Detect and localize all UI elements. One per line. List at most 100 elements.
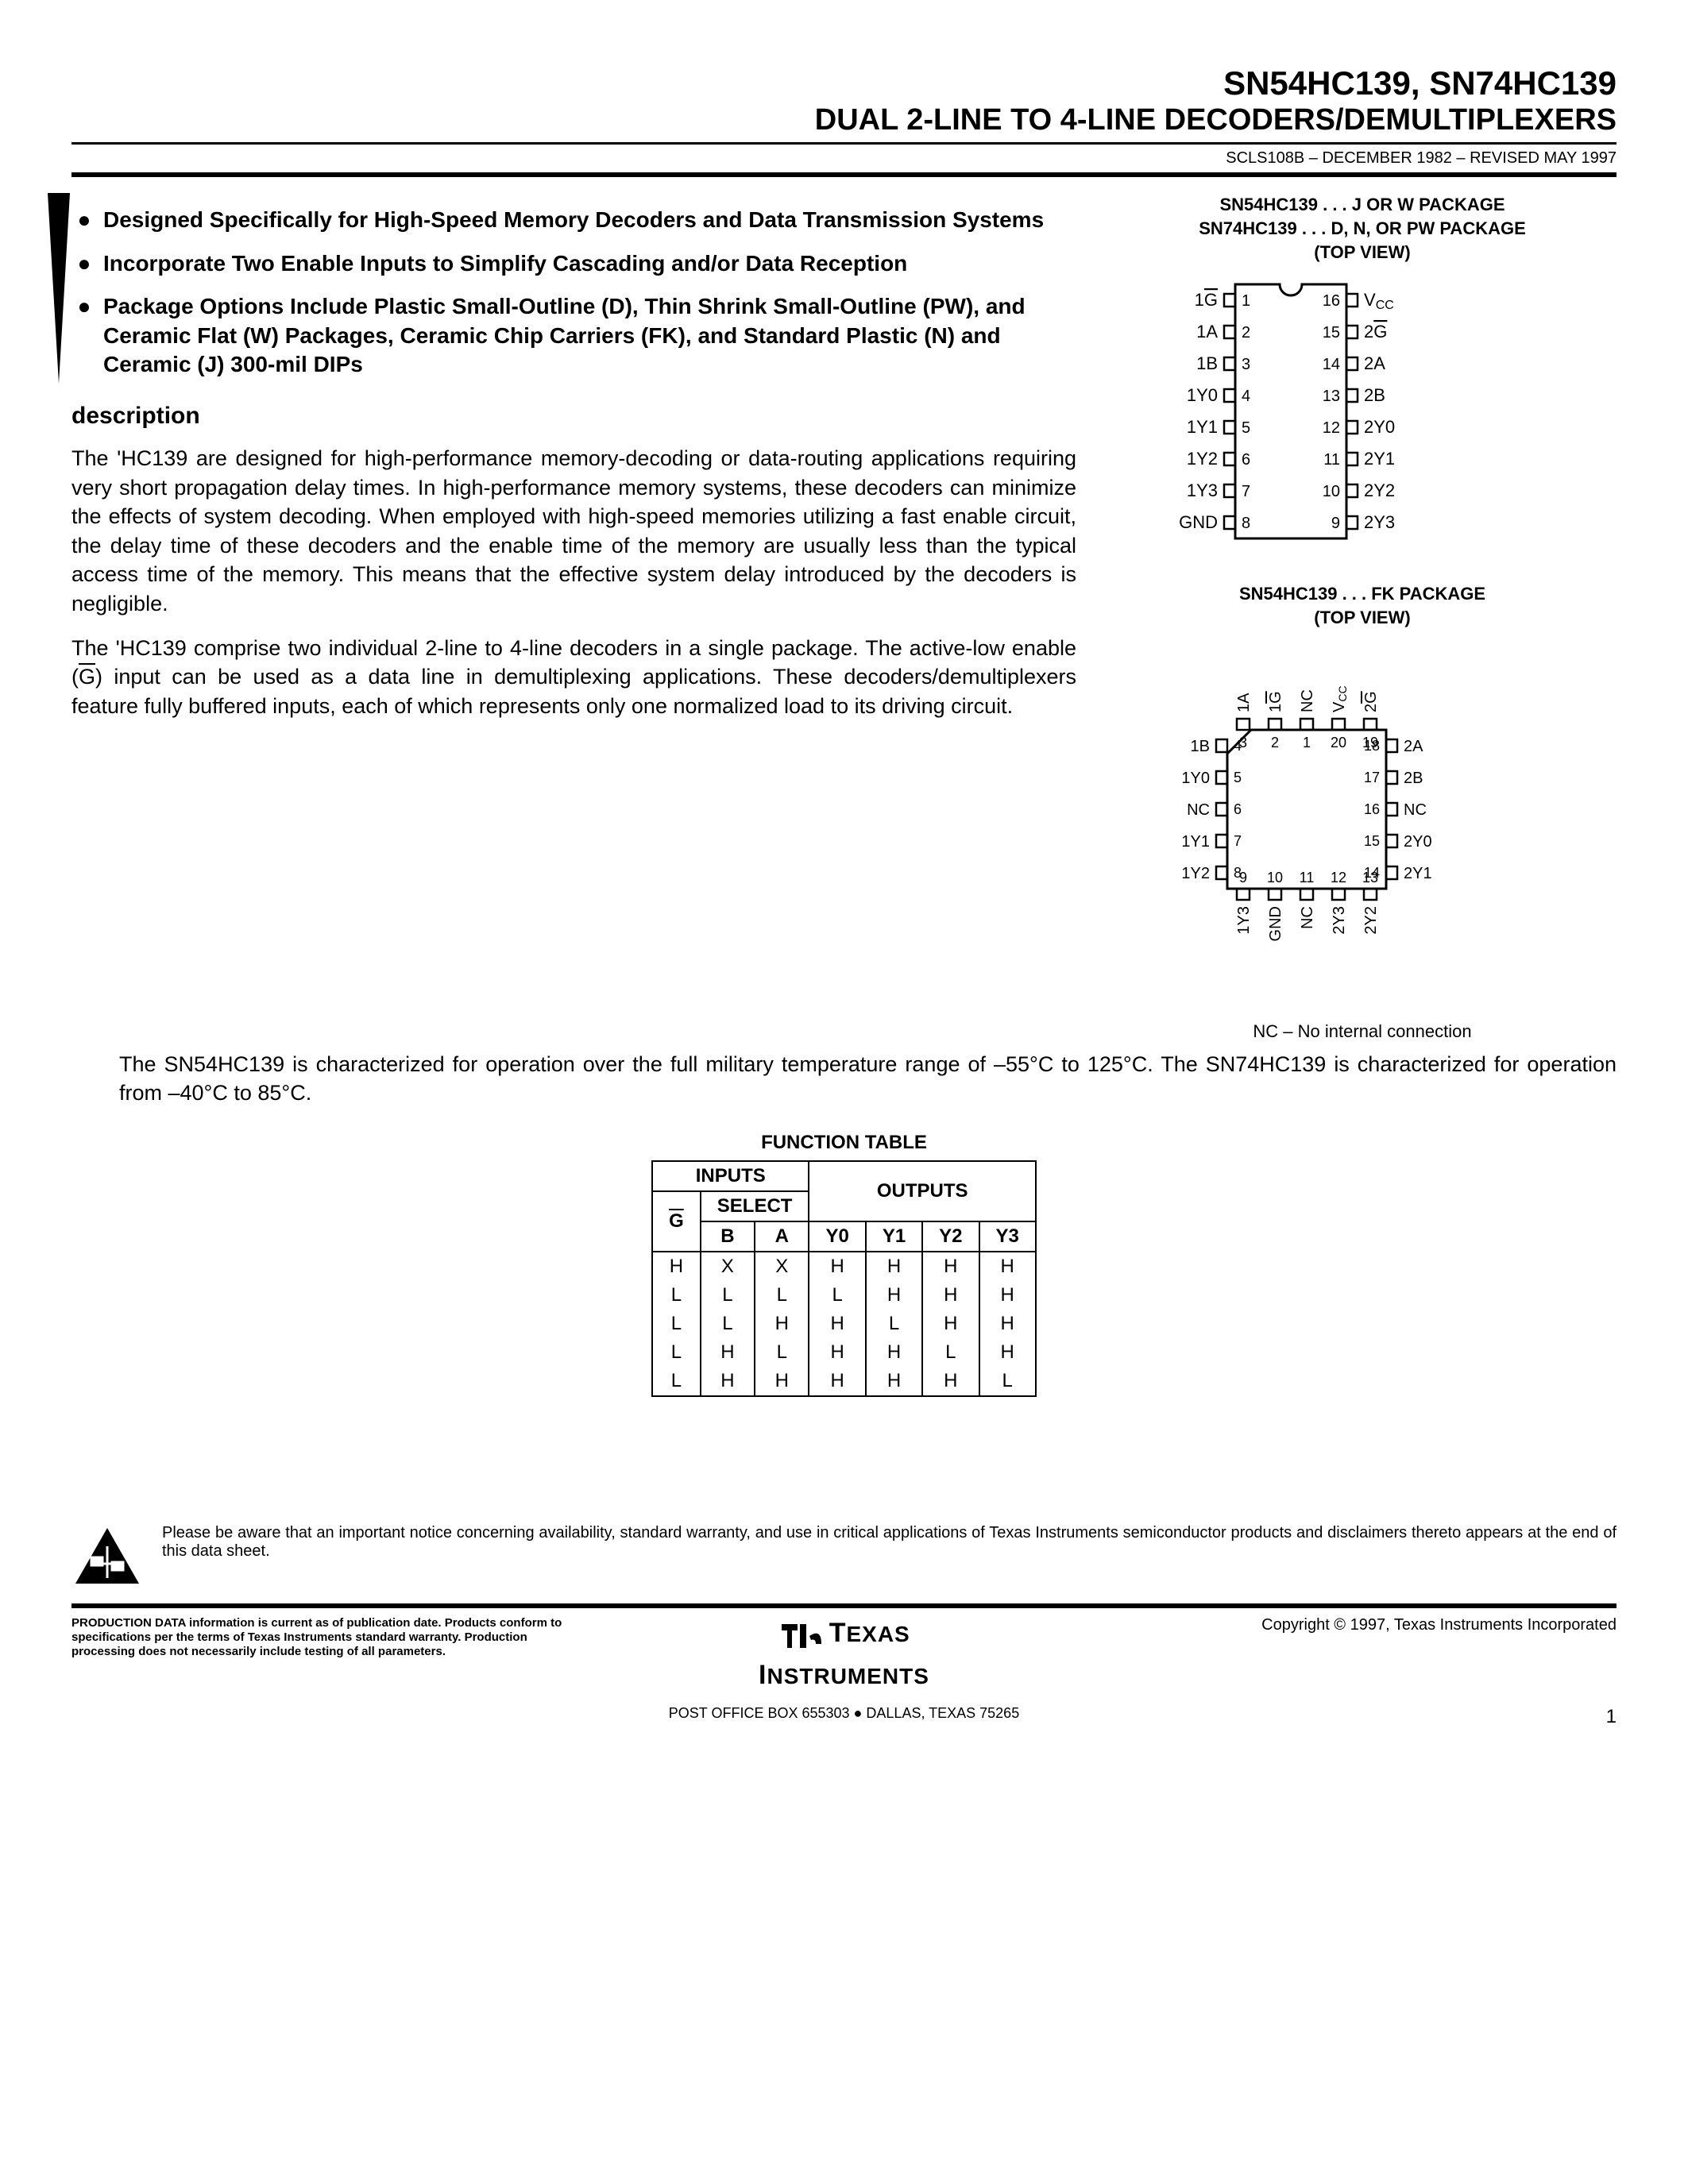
svg-text:GND: GND (1179, 512, 1218, 532)
svg-text:1Y3: 1Y3 (1235, 906, 1253, 935)
svg-text:2B: 2B (1404, 770, 1423, 787)
svg-text:10: 10 (1267, 870, 1283, 886)
table-header: Y0 (809, 1221, 865, 1252)
svg-text:12: 12 (1331, 870, 1346, 886)
svg-text:2Y2: 2Y2 (1364, 480, 1395, 500)
table-header: OUTPUTS (809, 1161, 1035, 1221)
margin-arrow-icon (48, 193, 70, 384)
svg-text:2A: 2A (1364, 353, 1385, 373)
package-label: SN54HC139 . . . FK PACKAGE (TOP VIEW) (1108, 582, 1617, 629)
svg-text:10: 10 (1323, 483, 1340, 500)
svg-text:2Y3: 2Y3 (1364, 512, 1395, 532)
svg-text:16: 16 (1323, 292, 1340, 310)
svg-text:17: 17 (1364, 770, 1380, 785)
svg-text:15: 15 (1364, 833, 1380, 849)
svg-text:1A: 1A (1235, 693, 1253, 712)
svg-text:16: 16 (1364, 801, 1380, 817)
ti-logo: TEXASINSTRUMENTS (586, 1616, 1101, 1702)
svg-text:2Y0: 2Y0 (1364, 417, 1395, 437)
temperature-paragraph: The SN54HC139 is characterized for opera… (119, 1050, 1617, 1108)
svg-text:7: 7 (1242, 483, 1250, 500)
svg-text:9: 9 (1239, 870, 1247, 886)
table-row: HXXHHHH (652, 1252, 1036, 1281)
svg-text:15: 15 (1323, 324, 1340, 341)
svg-text:1: 1 (1242, 292, 1250, 310)
svg-text:2G: 2G (1362, 691, 1380, 712)
svg-text:14: 14 (1323, 356, 1340, 373)
svg-text:GND: GND (1267, 906, 1284, 941)
table-header: SELECT (701, 1191, 809, 1221)
bullet-item: Package Options Include Plastic Small-Ou… (103, 292, 1076, 379)
bullet-item: Incorporate Two Enable Inputs to Simplif… (103, 249, 1076, 278)
table-title: FUNCTION TABLE (71, 1132, 1617, 1154)
table-row: LLLLHHH (652, 1281, 1036, 1310)
svg-text:4: 4 (1242, 388, 1250, 405)
svg-text:1A: 1A (1196, 322, 1218, 341)
svg-text:8: 8 (1242, 515, 1250, 532)
svg-text:1Y0: 1Y0 (1181, 770, 1210, 787)
svg-text:1B: 1B (1196, 353, 1218, 373)
dip-pinout-diagram: 11G21A31B41Y051Y161Y271Y38GND16VCC152G14… (1108, 276, 1474, 546)
table-row: LHHHHHL (652, 1367, 1036, 1396)
footer-notice-text: Please be aware that an important notice… (162, 1524, 1617, 1561)
svg-text:2Y2: 2Y2 (1362, 906, 1380, 935)
table-row: LLHHLHH (652, 1310, 1036, 1338)
svg-text:2Y1: 2Y1 (1404, 865, 1432, 882)
svg-text:11: 11 (1300, 870, 1315, 886)
section-heading: description (71, 403, 1076, 430)
description-paragraph: The 'HC139 comprise two individual 2-lin… (71, 634, 1076, 720)
function-table: INPUTS OUTPUTS G SELECT B A Y0 Y1 Y2 Y3 … (651, 1160, 1037, 1397)
table-header: B (701, 1221, 755, 1252)
svg-text:6: 6 (1234, 801, 1242, 817)
svg-text:6: 6 (1242, 451, 1250, 469)
table-header: INPUTS (652, 1161, 809, 1191)
svg-text:1Y0: 1Y0 (1187, 385, 1218, 405)
svg-text:NC: NC (1404, 801, 1427, 819)
description-paragraph: The 'HC139 are designed for high-perform… (71, 444, 1076, 618)
svg-text:1G: 1G (1195, 290, 1218, 310)
svg-text:13: 13 (1323, 388, 1340, 405)
production-data-text: PRODUCTION DATA information is current a… (71, 1616, 586, 1659)
svg-text:20: 20 (1331, 735, 1346, 751)
svg-text:2B: 2B (1364, 385, 1385, 405)
page-title: DUAL 2-LINE TO 4-LINE DECODERS/DEMULTIPL… (71, 103, 1617, 137)
svg-text:2Y3: 2Y3 (1331, 906, 1348, 935)
table-row: LHLHHLH (652, 1338, 1036, 1367)
copyright-text: Copyright © 1997, Texas Instruments Inco… (1102, 1616, 1617, 1634)
svg-text:12: 12 (1323, 419, 1340, 437)
svg-text:NC: NC (1299, 689, 1316, 712)
svg-text:2: 2 (1271, 735, 1279, 751)
svg-text:5: 5 (1234, 770, 1242, 785)
fk-pinout-diagram: 31A21G1NC20VCC192G41B51Y06NC71Y181Y2182A… (1108, 642, 1505, 992)
table-header: A (755, 1221, 809, 1252)
package-label: SN54HC139 . . . J OR W PACKAGE SN74HC139… (1108, 193, 1617, 264)
nc-note: NC – No internal connection (1108, 1021, 1617, 1042)
svg-text:11: 11 (1323, 451, 1340, 469)
svg-text:1G: 1G (1267, 691, 1284, 712)
svg-text:4: 4 (1234, 738, 1242, 754)
document-number: SCLS108B – DECEMBER 1982 – REVISED MAY 1… (71, 142, 1617, 177)
table-header: Y3 (979, 1221, 1036, 1252)
table-header: Y2 (922, 1221, 979, 1252)
svg-text:1Y2: 1Y2 (1181, 865, 1210, 882)
feature-bullets: Designed Specifically for High-Speed Mem… (71, 206, 1076, 379)
svg-text:13: 13 (1362, 870, 1378, 886)
svg-text:2G: 2G (1364, 322, 1387, 341)
svg-text:1: 1 (1303, 735, 1311, 751)
svg-text:1Y2: 1Y2 (1187, 449, 1218, 469)
bullet-item: Designed Specifically for High-Speed Mem… (103, 206, 1076, 234)
svg-text:2Y0: 2Y0 (1404, 833, 1432, 851)
svg-text:18: 18 (1364, 738, 1380, 754)
svg-text:1Y3: 1Y3 (1187, 480, 1218, 500)
part-numbers: SN54HC139, SN74HC139 (71, 64, 1617, 103)
svg-text:NC: NC (1299, 906, 1316, 929)
svg-text:2: 2 (1242, 324, 1250, 341)
svg-text:2A: 2A (1404, 738, 1423, 755)
table-header: Y1 (866, 1221, 922, 1252)
svg-text:9: 9 (1331, 515, 1340, 532)
svg-text:NC: NC (1187, 801, 1210, 819)
svg-text:3: 3 (1242, 356, 1250, 373)
svg-text:VCC: VCC (1331, 685, 1349, 712)
svg-text:VCC: VCC (1364, 290, 1394, 312)
svg-text:1Y1: 1Y1 (1187, 417, 1218, 437)
